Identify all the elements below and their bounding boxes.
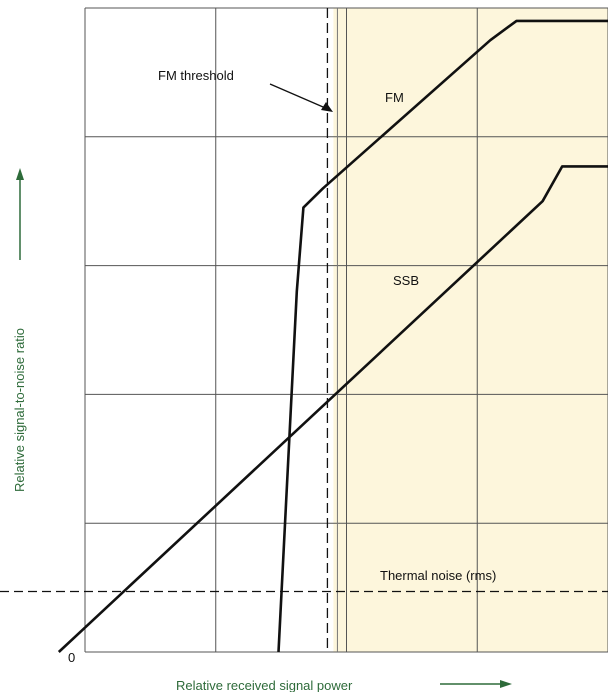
grid-layer: [84, 7, 608, 653]
series-layer: [57, 19, 608, 653]
fm-threshold-arrowhead: [321, 102, 333, 112]
shaded-region-layer: [333, 8, 608, 652]
fm-series-label: FM: [385, 90, 404, 105]
x-axis-arrowhead: [500, 680, 512, 688]
x-axis-title: Relative received signal power: [176, 678, 353, 692]
ssb-series-label: SSB: [393, 273, 419, 288]
reference-lines-layer: [0, 8, 608, 652]
y-axis-title: Relative signal-to-noise ratio: [12, 328, 27, 492]
fm-threshold-arrow: [269, 83, 331, 111]
thermal-noise-label: Thermal noise (rms): [380, 568, 496, 583]
shaded-region: [333, 8, 608, 652]
series-line-ssb: [57, 165, 608, 653]
y-axis-arrowhead: [16, 168, 24, 180]
fm-threshold-label: FM threshold: [158, 68, 234, 83]
origin-label: 0: [68, 650, 75, 665]
series-line-fm: [277, 19, 608, 653]
